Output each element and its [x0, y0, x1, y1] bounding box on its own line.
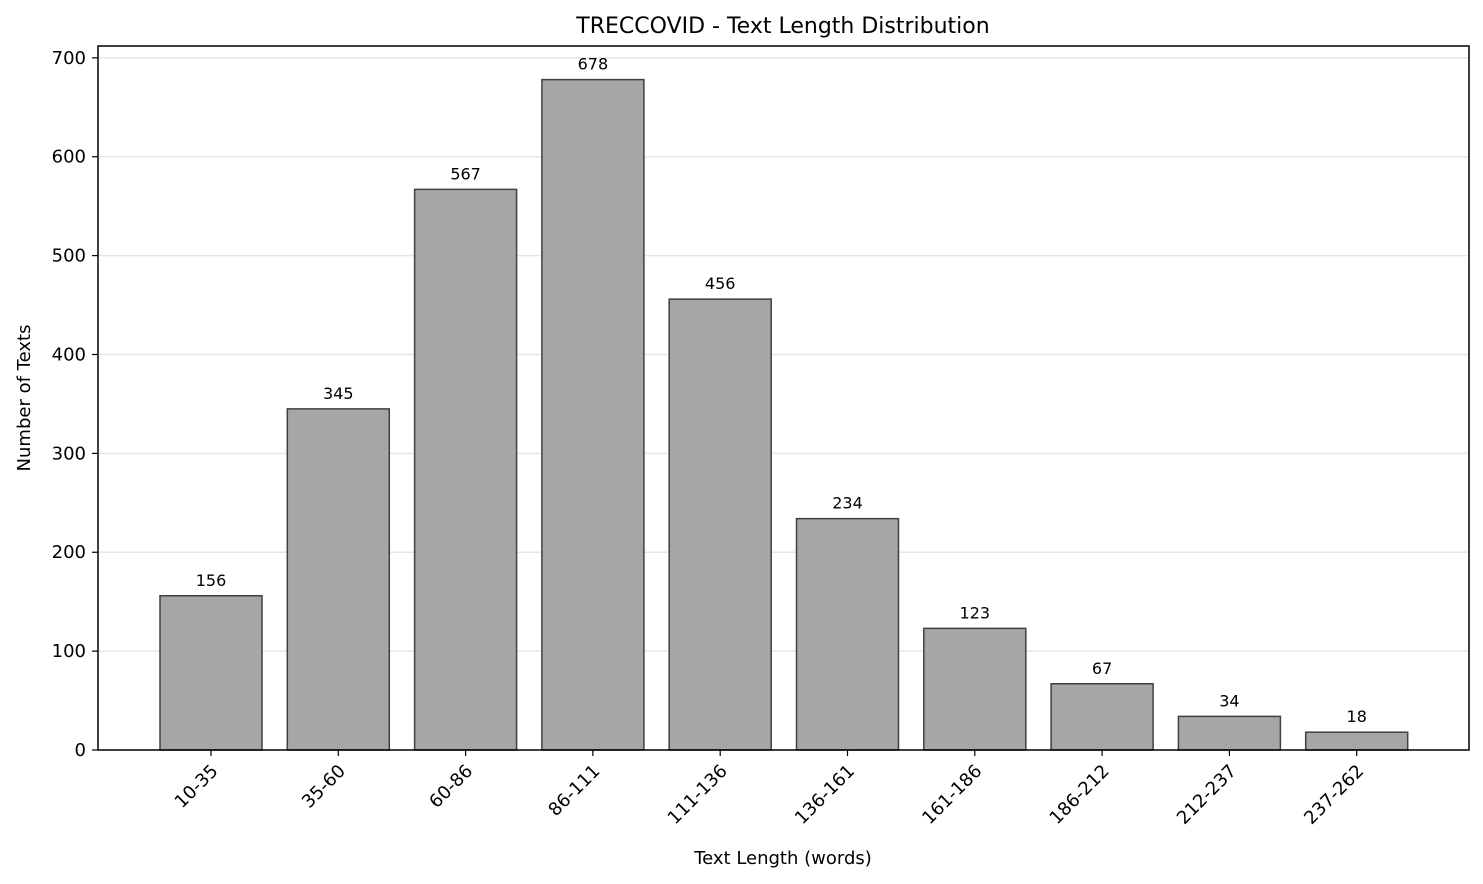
data-labels: 156 345 567 678 456 234 123 67 34 18 [196, 55, 1367, 727]
y-tick-label: 200 [52, 542, 86, 563]
bar [159, 595, 263, 751]
x-tick-label: 35-60 [298, 761, 350, 813]
y-axis-label: Number of Texts [14, 325, 35, 472]
bar [1177, 715, 1282, 751]
bar-value-label: 567 [450, 164, 481, 183]
bar [286, 408, 391, 751]
bar-value-label: 345 [323, 384, 354, 403]
y-axis-ticks: 0 100 200 300 400 500 600 700 [52, 48, 98, 761]
bar [795, 517, 900, 751]
bar [923, 627, 1027, 751]
x-tick-label: 60-86 [425, 761, 477, 813]
x-tick-label: 186-212 [1046, 761, 1114, 829]
x-tick-label: 111-136 [664, 761, 732, 829]
x-axis-ticks: 10-35 35-60 60-86 86-111 111-136 136-161 161-1… [171, 750, 1368, 829]
x-tick-label: 10-35 [171, 761, 223, 813]
y-tick-label: 300 [52, 443, 86, 464]
x-tick-label: 86-111 [544, 761, 604, 821]
y-tick-label: 0 [75, 740, 86, 761]
bar-value-label: 234 [832, 494, 863, 513]
chart-title: TRECCOVID - Text Length Distribution [575, 14, 989, 39]
bars [159, 78, 1409, 751]
x-tick-label: 161-186 [918, 761, 986, 829]
bar [1304, 731, 1409, 751]
plot-area-frame [97, 45, 1470, 751]
x-axis-label: Text Length (words) [693, 848, 872, 869]
y-tick-label: 500 [52, 246, 86, 267]
y-tick-label: 400 [52, 344, 86, 365]
bar-value-label: 678 [578, 55, 609, 74]
x-tick-label: 136-161 [791, 761, 859, 829]
y-tick-label: 700 [52, 48, 86, 69]
bar-value-label: 67 [1092, 659, 1112, 678]
bar-value-label: 156 [196, 571, 227, 590]
bar-value-label: 18 [1347, 707, 1367, 726]
x-tick-label: 212-237 [1173, 761, 1241, 829]
x-tick-label: 237-262 [1300, 761, 1368, 829]
bar-value-label: 456 [705, 274, 736, 293]
bar [668, 298, 772, 751]
y-tick-label: 100 [52, 641, 86, 662]
y-tick-label: 600 [52, 147, 86, 168]
bar [541, 78, 645, 751]
bar-value-label: 34 [1219, 691, 1239, 710]
bar [413, 188, 518, 751]
bar [1050, 683, 1154, 751]
bar-value-label: 123 [960, 603, 991, 622]
